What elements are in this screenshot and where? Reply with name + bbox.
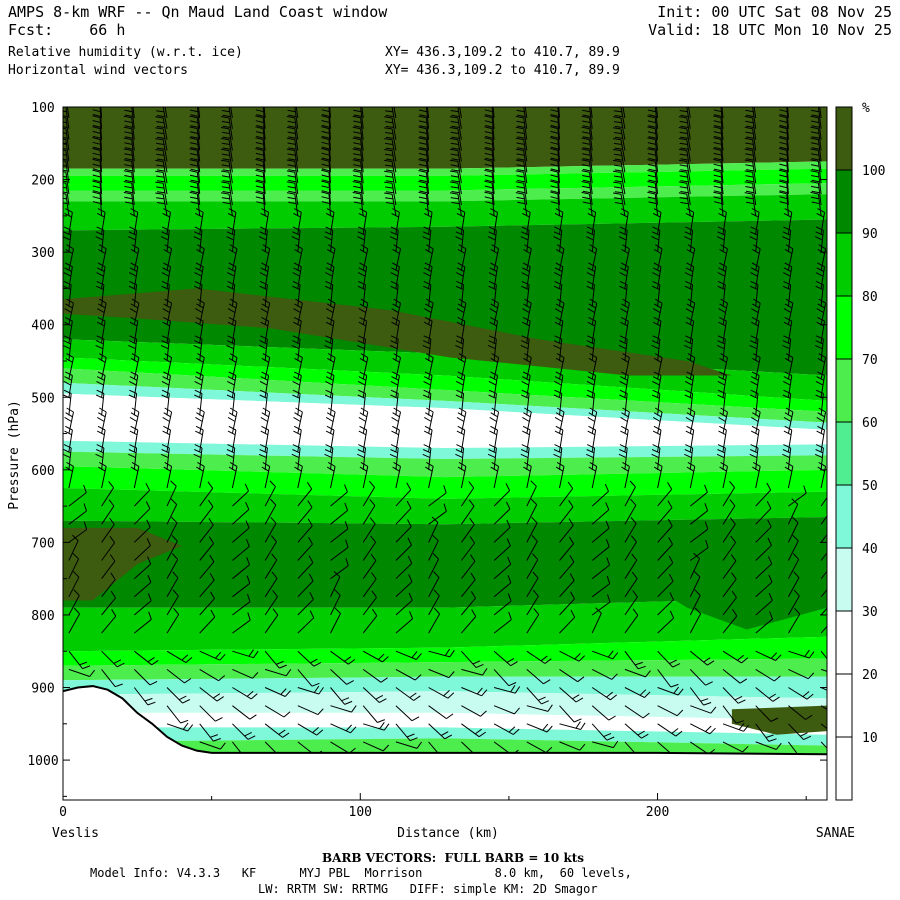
colorbar-label-50: 50 xyxy=(862,479,878,494)
colorbar-segment-7 xyxy=(836,296,852,359)
x-tick-label-200: 200 xyxy=(646,805,669,820)
y-tick-label-900: 900 xyxy=(31,682,54,697)
colorbar-segment-3 xyxy=(836,548,852,611)
colorbar-label-10: 10 xyxy=(862,731,878,746)
x-axis-label: Distance (km) xyxy=(397,826,499,841)
colorbar-segment-4 xyxy=(836,485,852,548)
colorbar-unit: % xyxy=(862,101,870,116)
y-axis-label: Pressure (hPa) xyxy=(7,400,22,510)
colorbar-segment-5 xyxy=(836,422,852,485)
y-tick-label-300: 300 xyxy=(31,246,54,261)
plot-area xyxy=(58,94,847,802)
colorbar-label-70: 70 xyxy=(862,353,878,368)
y-tick-label-700: 700 xyxy=(31,536,54,551)
y-tick-label-800: 800 xyxy=(31,609,54,624)
colorbar-segment-10 xyxy=(836,107,852,170)
barb-caption: BARB VECTORS: FULL BARB = 10 kts xyxy=(322,851,584,865)
colorbar: 10 20 30 40 50 60 70 80 90 100 xyxy=(836,107,885,800)
colorbar-label-30: 30 xyxy=(862,605,878,620)
colorbar-segment-0 xyxy=(836,737,852,800)
colorbar-segment-9 xyxy=(836,170,852,233)
colorbar-segment-6 xyxy=(836,359,852,422)
right-endpoint-label: SANAE xyxy=(816,826,855,841)
y-tick-label-500: 500 xyxy=(31,391,54,406)
rh-band-0 xyxy=(63,107,827,169)
y-tick-label-1000: 1000 xyxy=(27,754,58,769)
colorbar-segment-8 xyxy=(836,233,852,296)
x-tick-label-100: 100 xyxy=(349,805,372,820)
x-tick-label-0: 0 xyxy=(59,805,67,820)
colorbar-label-100: 100 xyxy=(862,164,885,179)
colorbar-label-40: 40 xyxy=(862,542,878,557)
y-tick-label-200: 200 xyxy=(31,174,54,189)
left-endpoint-label: Veslis xyxy=(52,826,99,841)
colorbar-label-20: 20 xyxy=(862,668,878,683)
colorbar-segment-2 xyxy=(836,611,852,674)
colorbar-segment-1 xyxy=(836,674,852,737)
y-tick-label-400: 400 xyxy=(31,319,54,334)
colorbar-label-90: 90 xyxy=(862,227,878,242)
colorbar-label-60: 60 xyxy=(862,416,878,431)
y-tick-label-100: 100 xyxy=(31,101,54,116)
model-info-line2: LW: RRTM SW: RRTMG DIFF: simple KM: 2D S… xyxy=(258,882,598,896)
y-tick-label-600: 600 xyxy=(31,464,54,479)
model-info-line1: Model Info: V4.3.3 KF MYJ PBL Morrison 8… xyxy=(90,866,632,880)
colorbar-label-80: 80 xyxy=(862,290,878,305)
